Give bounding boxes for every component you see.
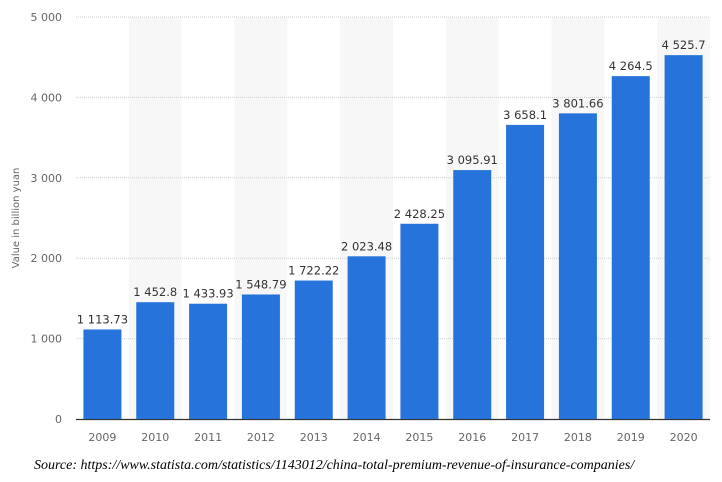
data-label: 2 428.25 [394,207,445,221]
y-tick-label: 3 000 [31,172,63,185]
bar-2016 [453,170,492,419]
x-tick-label: 2014 [353,431,381,444]
bar-2017 [506,124,545,419]
data-label: 3 095.91 [447,153,498,167]
data-label: 2 023.48 [341,239,392,253]
x-tick-label: 2017 [511,431,539,444]
data-label: 1 433.93 [182,287,233,301]
y-tick-label: 2 000 [31,252,63,265]
y-tick-label: 5 000 [31,11,63,24]
x-tick-label: 2011 [194,431,222,444]
y-tick-label: 1 000 [31,333,63,346]
bar-2020 [664,55,703,419]
x-tick-label: 2016 [458,431,486,444]
data-label: 3 658.1 [503,108,547,122]
bar-2019 [611,76,650,419]
data-label: 3 801.66 [552,96,603,110]
y-tick-label: 4 000 [31,91,63,104]
bar-2012 [241,294,280,419]
bar-2015 [400,223,439,419]
bar-2013 [294,280,333,419]
bar-2018 [558,113,597,420]
bar-2009 [83,329,122,419]
y-tick-label: 0 [55,413,62,426]
x-tick-label: 2020 [670,431,698,444]
bar-2014 [347,256,386,419]
data-label: 4 264.5 [609,59,653,73]
x-tick-label: 2013 [300,431,328,444]
bar-2011 [189,303,228,419]
x-tick-label: 2015 [405,431,433,444]
source-note: Source: https://www.statista.com/statist… [34,458,635,473]
data-label: 1 113.73 [77,312,128,326]
x-tick-label: 2012 [247,431,275,444]
y-axis-title: Value in billion yuan [11,168,22,269]
bar-2010 [136,302,175,419]
x-tick-label: 2009 [88,431,116,444]
data-label: 1 452.8 [133,285,177,299]
x-tick-label: 2010 [141,431,169,444]
data-label: 1 722.22 [288,264,339,278]
x-tick-label: 2019 [617,431,645,444]
data-label: 1 548.79 [235,277,286,291]
x-tick-label: 2018 [564,431,592,444]
data-label: 4 525.7 [662,38,706,52]
